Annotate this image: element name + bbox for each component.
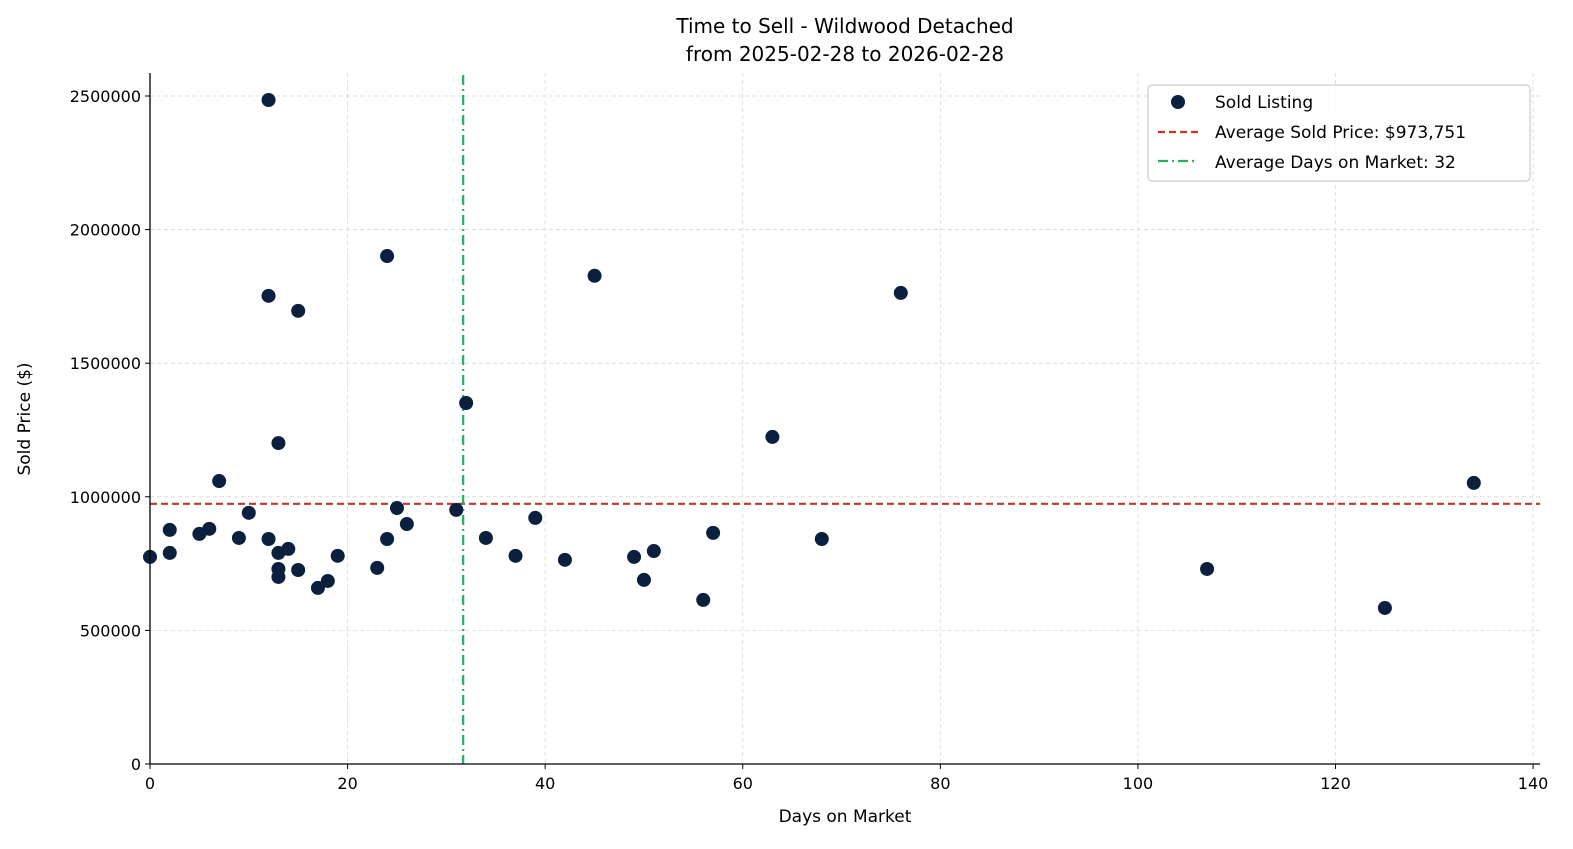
legend: Sold Listing Average Sold Price: $973,75… <box>1147 84 1531 182</box>
y-tick-label: 1000000 <box>70 488 141 507</box>
data-point <box>706 525 721 540</box>
y-tick-label: 500000 <box>80 621 141 640</box>
y-tick-label: 2000000 <box>70 221 141 240</box>
y-axis-label: Sold Price ($) <box>15 362 35 475</box>
data-point <box>1377 600 1392 615</box>
x-tick-label: 60 <box>733 774 753 793</box>
chart-title: Time to Sell - Wildwood Detached <box>675 14 1013 38</box>
data-point <box>261 288 276 303</box>
data-point <box>1200 561 1215 576</box>
data-point <box>261 92 276 107</box>
data-point <box>1466 475 1481 490</box>
data-point <box>636 572 651 587</box>
data-point <box>330 548 345 563</box>
data-point <box>281 541 296 556</box>
scatter-points <box>143 92 1481 615</box>
data-point <box>261 532 276 547</box>
x-ticks: 0 20 40 60 80 100 120 140 <box>145 764 1548 793</box>
data-point <box>389 501 404 516</box>
data-point <box>696 592 711 607</box>
legend-label-average-price: Average Sold Price: $973,751 <box>1215 123 1466 143</box>
y-ticks: 0 500000 1000000 1500000 2000000 2500000 <box>70 87 150 774</box>
data-point <box>646 544 661 559</box>
data-point <box>271 436 286 451</box>
data-point <box>320 573 335 588</box>
data-point <box>310 580 325 595</box>
data-point <box>162 545 177 560</box>
data-point <box>370 560 385 575</box>
chart-subtitle: from 2025-02-28 to 2026-02-28 <box>686 42 1004 66</box>
data-point <box>271 569 286 584</box>
data-point <box>478 530 493 545</box>
data-point <box>814 532 829 547</box>
data-point <box>893 285 908 300</box>
y-tick-label: 0 <box>131 755 141 774</box>
legend-box <box>1147 84 1531 182</box>
data-point <box>459 396 474 411</box>
data-point <box>508 548 523 563</box>
data-point <box>231 530 246 545</box>
data-point <box>587 268 602 283</box>
data-point <box>380 532 395 547</box>
x-axis-label: Days on Market <box>779 807 912 827</box>
legend-label-sold-listing: Sold Listing <box>1215 93 1313 113</box>
legend-label-average-days: Average Days on Market: 32 <box>1215 153 1456 173</box>
y-tick-label: 1500000 <box>70 354 141 373</box>
data-point <box>528 510 543 525</box>
x-tick-label: 80 <box>930 774 950 793</box>
data-point <box>202 521 217 536</box>
data-point <box>765 429 780 444</box>
data-point <box>291 303 306 318</box>
x-tick-label: 100 <box>1123 774 1154 793</box>
data-point <box>241 505 256 520</box>
data-point <box>627 549 642 564</box>
legend-marker-sold-listing <box>1171 95 1185 109</box>
data-point <box>291 563 306 578</box>
reference-lines <box>150 75 1540 764</box>
x-tick-label: 140 <box>1518 774 1549 793</box>
data-point <box>399 517 414 532</box>
data-point <box>162 522 177 537</box>
x-tick-label: 120 <box>1320 774 1351 793</box>
x-tick-label: 20 <box>337 774 357 793</box>
data-point <box>557 552 572 567</box>
data-point <box>380 249 395 264</box>
y-tick-label: 2500000 <box>70 87 141 106</box>
x-tick-label: 40 <box>535 774 555 793</box>
x-tick-label: 0 <box>145 774 155 793</box>
data-point <box>212 474 227 489</box>
data-point <box>449 502 464 517</box>
